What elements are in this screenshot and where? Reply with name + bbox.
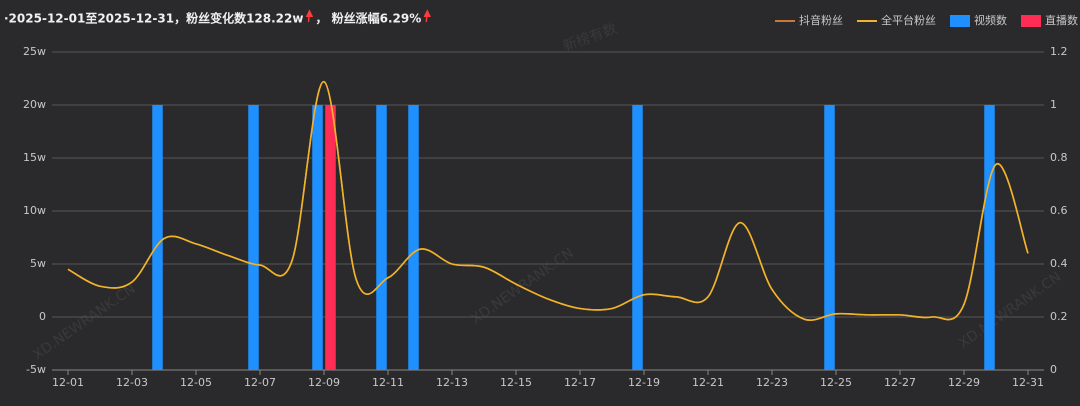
bar [248, 105, 259, 370]
y2-tick-label: 0.8 [1050, 151, 1068, 164]
bar [152, 105, 163, 370]
legend-label: 直播数 [1045, 13, 1078, 27]
line [67, 80, 1029, 321]
up-arrow [305, 9, 314, 23]
legend-swatch [1021, 15, 1041, 27]
legend-label: 抖音粉丝 [799, 13, 843, 27]
x-tick-label: 12-19 [628, 376, 660, 389]
x-tick-label: 12-03 [116, 376, 148, 389]
x-tick-label: 12-23 [756, 376, 788, 389]
header-subtitle: ， 粉丝涨幅6.29% [315, 11, 421, 26]
x-tick-label: 12-15 [500, 376, 532, 389]
y-tick-label: 0 [39, 310, 46, 323]
x-tick-label: 12-11 [372, 376, 404, 389]
y2-tick-label: 0 [1050, 363, 1057, 376]
x-tick-label: 12-21 [692, 376, 724, 389]
bar [408, 105, 419, 370]
x-tick-label: 12-13 [436, 376, 468, 389]
y-tick-label: 5w [30, 257, 46, 270]
x-tick-label: 12-07 [244, 376, 276, 389]
y-tick-label: -5w [26, 363, 46, 376]
bar [632, 105, 643, 370]
up-arrow [423, 9, 431, 23]
bar [376, 105, 387, 370]
y2-tick-label: 0.6 [1050, 204, 1068, 217]
y2-tick-label: 0.2 [1050, 310, 1068, 323]
x-tick-label: 12-25 [820, 376, 852, 389]
header-title: ·2025-12-01至2025-12-31，粉丝变化数128.22w [4, 11, 303, 26]
x-tick-label: 12-17 [564, 376, 596, 389]
x-tick-label: 12-01 [52, 376, 84, 389]
y-tick-label: 20w [23, 98, 46, 111]
y-tick-label: 15w [23, 151, 46, 164]
bar [312, 105, 323, 370]
y-tick-label: 10w [23, 204, 46, 217]
x-tick-label: 12-31 [1012, 376, 1044, 389]
x-tick-label: 12-29 [948, 376, 980, 389]
x-tick-label: 12-05 [180, 376, 212, 389]
y2-tick-label: 1 [1050, 98, 1057, 111]
legend-label: 全平台粉丝 [881, 13, 936, 27]
legend-swatch [950, 15, 970, 27]
y-tick-label: 25w [23, 45, 46, 58]
y2-tick-label: 1.2 [1050, 45, 1068, 58]
bar [984, 105, 995, 370]
x-tick-label: 12-27 [884, 376, 916, 389]
y2-tick-label: 0.4 [1050, 257, 1068, 270]
legend-label: 视频数 [974, 13, 1007, 27]
bar [824, 105, 835, 370]
x-tick-label: 12-09 [308, 376, 340, 389]
bar [325, 105, 336, 370]
